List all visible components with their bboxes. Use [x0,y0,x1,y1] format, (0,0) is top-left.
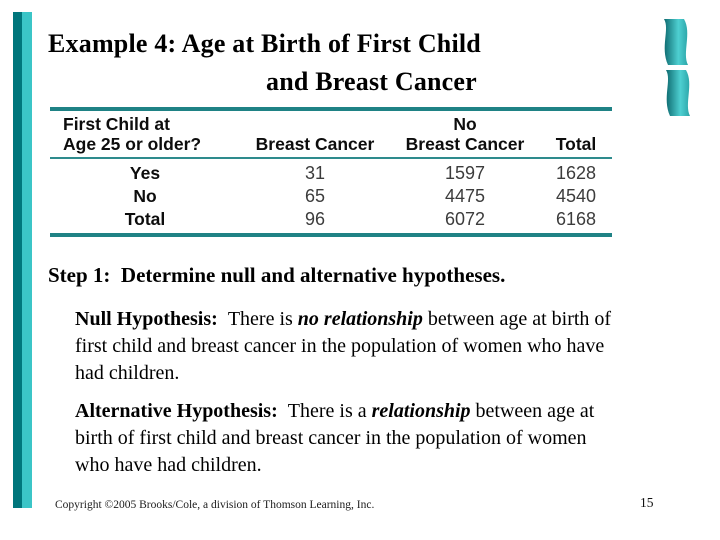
cell-no-breast-cancer: 4475 [444,186,486,206]
header-first-child-line2: Age 25 or older? [63,134,202,154]
row-label: Total [124,209,166,229]
copyright-notice: Copyright ©2005 Brooks/Cole, a division … [55,499,375,511]
slide-title: Example 4: Age at Birth of First Child a… [48,25,633,101]
header-no-breast-cancer-line1: No [453,114,477,134]
cell-breast-cancer: 65 [304,186,326,206]
slide-title-line2: and Breast Cancer [266,67,477,96]
cell-breast-cancer: 96 [304,209,326,229]
cell-total: 4540 [555,186,597,206]
cell-breast-cancer: 31 [304,163,326,183]
page-number: 15 [640,495,654,510]
header-first-child: First Child at Age 25 or older? [50,111,240,159]
null-hypothesis-paragraph: Null Hypothesis: There is no relationshi… [75,308,617,384]
header-no-breast-cancer-line2: Breast Cancer [405,134,525,154]
row-label: No [133,186,157,206]
table-row-no: No 65 4475 4540 [50,184,612,207]
table-header-row: First Child at Age 25 or older? Breast C… [50,111,612,159]
cell-no-breast-cancer: 6072 [444,209,486,229]
slide-title-line1: Example 4: Age at Birth of First Child [48,29,481,58]
table-row-yes: Yes 31 1597 1628 [50,158,612,184]
cell-total: 1628 [555,163,597,183]
header-no-breast-cancer: No Breast Cancer [390,111,540,159]
cell-no-breast-cancer: 1597 [444,163,486,183]
alternative-hypothesis-paragraph: Alternative Hypothesis: There is a relat… [75,400,600,476]
header-total: Total [540,111,612,159]
contingency-table: First Child at Age 25 or older? Breast C… [50,107,612,237]
header-first-child-line1: First Child at [63,114,170,134]
row-label: Yes [129,163,161,183]
left-accent-bar-light [22,12,32,508]
left-accent-bar-dark [13,12,22,508]
step-heading: Step 1: Determine null and alternative h… [48,263,506,287]
table-row-total: Total 96 6072 6168 [50,207,612,233]
wave-ribbon-decoration [664,19,690,116]
header-breast-cancer: Breast Cancer [240,111,390,159]
cell-total: 6168 [555,209,597,229]
